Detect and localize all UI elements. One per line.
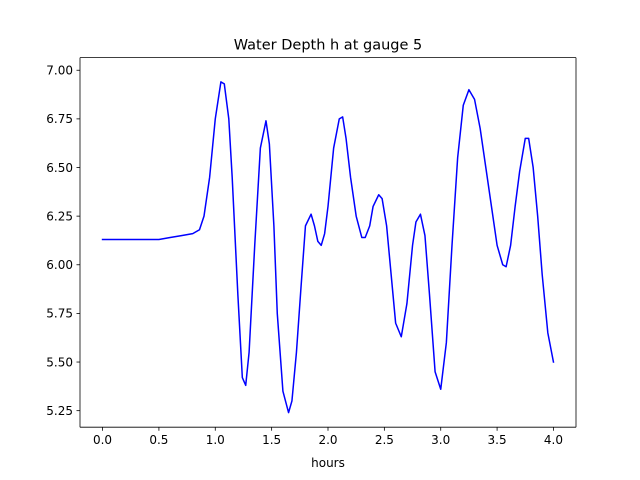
y-tick-label: 5.75 (46, 307, 73, 321)
plot-layer (80, 57, 576, 428)
x-tick-label: 4.0 (544, 433, 563, 447)
y-tick-label: 6.75 (46, 112, 73, 126)
y-tick-label: 5.25 (46, 404, 73, 418)
y-tick-label: 6.25 (46, 209, 73, 223)
axis-layer: 0.0 0.5 1.0 1.5 2.0 2.5 3.0 3.5 4.0 5.25 5.50 5.75 6… (46, 57, 577, 447)
y-tick-label: 7.00 (46, 64, 73, 78)
x-tick-label: 0.0 (93, 433, 112, 447)
x-tick-label: 1.0 (206, 433, 225, 447)
y-tick-label: 6.50 (46, 161, 73, 175)
x-axis-label: hours (311, 456, 345, 470)
x-tick-label: 2.0 (318, 433, 337, 447)
plot-area (80, 57, 576, 428)
series-line-0 (101, 81, 555, 414)
x-tick-label: 3.5 (488, 433, 507, 447)
x-tick-label: 3.0 (431, 433, 450, 447)
x-tick-label: 0.5 (149, 433, 168, 447)
x-tick-label: 2.5 (375, 433, 394, 447)
y-tick-label: 5.50 (46, 355, 73, 369)
y-tick-label: 6.00 (46, 258, 73, 272)
x-tick-label: 1.5 (262, 433, 281, 447)
chart-title: Water Depth h at gauge 5 (234, 38, 422, 54)
